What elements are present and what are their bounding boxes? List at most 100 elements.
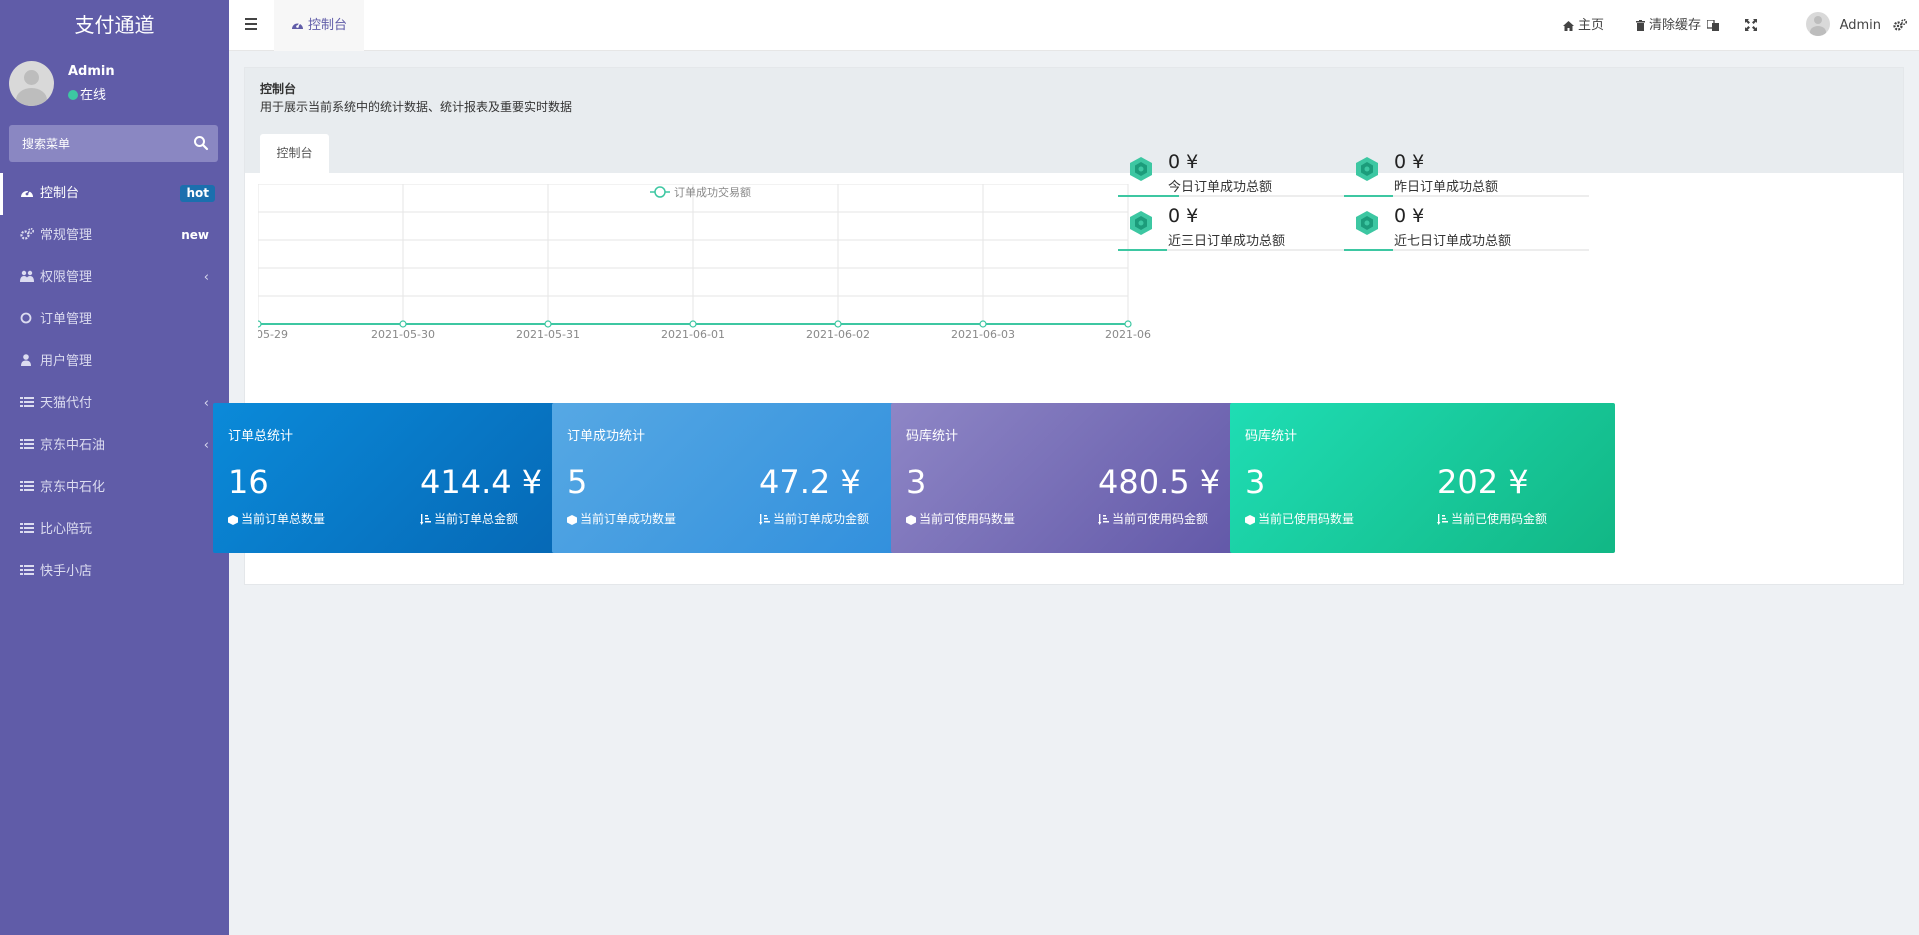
- sidebar-item-label: 权限管理: [40, 270, 93, 285]
- mini-stat-value: 0 ¥: [1168, 151, 1199, 173]
- page-description: 用于展示当前系统中的统计数据、统计报表及重要实时数据: [260, 100, 573, 114]
- sidebar-item-label: 订单管理: [40, 312, 93, 327]
- stat-card: 订单总统计 16 414.4 ¥ 当前订单总数量 当前订单总金额: [213, 403, 598, 553]
- nav-avatar: [1805, 12, 1830, 36]
- sidebar-item-label: 常规管理: [40, 228, 93, 243]
- list-icon: [20, 468, 34, 491]
- card-title: 码库统计: [1245, 429, 1298, 444]
- card-amount-label: 当前已使用码金额: [1437, 510, 1547, 527]
- sidebar-item[interactable]: 快手小店: [0, 551, 229, 593]
- sidebar-item[interactable]: 订单管理: [0, 299, 229, 341]
- nav-user-name: Admin: [1839, 18, 1881, 33]
- sidebar: 支付通道 Admin 在线 控制台 hot 常规管理 new 权限管理 ‹ 订单管理用户管理…: [0, 0, 229, 935]
- sidebar-item[interactable]: 天猫代付 ‹: [0, 383, 229, 425]
- sidebar-item[interactable]: 控制台 hot: [0, 173, 229, 215]
- card-amount: 480.5 ¥: [1098, 463, 1221, 501]
- cube-icon: [906, 515, 916, 525]
- card-count: 16: [228, 463, 269, 501]
- hexagon-icon: [1130, 211, 1152, 235]
- transaction-line-chart: 05-29 2021-05-30 2021-05-31 2021-06-01 2021-…: [258, 184, 1151, 341]
- sidebar-item[interactable]: 比心陪玩: [0, 509, 229, 551]
- user-panel: Admin 在线: [0, 51, 229, 117]
- sidebar-item-label: 控制台: [40, 186, 80, 201]
- stat-card: 码库统计 3 480.5 ¥ 当前可使用码数量 当前可使用码金额: [891, 403, 1276, 553]
- menu-toggle-icon[interactable]: [245, 18, 257, 32]
- x-tick-label: 2021-06-03: [951, 328, 1015, 341]
- mini-stat-value: 0 ¥: [1168, 205, 1199, 227]
- card-amount-label: 当前可使用码金额: [1098, 510, 1208, 527]
- data-point: [689, 320, 697, 328]
- cube-icon: [228, 515, 238, 525]
- menu-search: [9, 125, 218, 162]
- sidebar-item-label: 比心陪玩: [40, 522, 93, 537]
- chevron-left-icon: ‹: [203, 438, 209, 453]
- card-count: 5: [567, 463, 588, 501]
- data-point: [399, 320, 407, 328]
- card-title: 订单成功统计: [567, 429, 646, 444]
- data-point: [1124, 320, 1132, 328]
- mini-stat: 0 ¥ 近三日订单成功总额: [1118, 205, 1363, 259]
- home-icon: [1562, 21, 1574, 31]
- search-icon[interactable]: [193, 135, 209, 151]
- stat-card: 码库统计 3 202 ¥ 当前已使用码数量 当前已使用码金额: [1230, 403, 1615, 553]
- clear-cache-label: 清除缓存: [1648, 18, 1701, 33]
- mini-stat: 0 ¥ 近七日订单成功总额: [1344, 205, 1589, 259]
- progress-track: [1344, 249, 1589, 251]
- translate-button[interactable]: [1706, 0, 1721, 51]
- card-count-label: 当前订单成功数量: [567, 510, 676, 527]
- sidebar-item[interactable]: 权限管理 ‹: [0, 257, 229, 299]
- data-point: [834, 320, 842, 328]
- x-tick-label: 05-29: [258, 328, 288, 341]
- card-count-label: 当前订单总数量: [228, 510, 325, 527]
- sort-amount-icon: [1437, 514, 1448, 525]
- progress-bar: [1344, 195, 1393, 197]
- x-tick-label: 2021-05-31: [516, 328, 580, 341]
- card-title: 码库统计: [906, 429, 959, 444]
- tab-label: 控制台: [307, 18, 347, 33]
- sidebar-item[interactable]: 用户管理: [0, 341, 229, 383]
- home-label: 主页: [1577, 18, 1604, 33]
- data-point: [258, 320, 262, 328]
- x-tick-label: 2021-06-02: [806, 328, 870, 341]
- sidebar-item[interactable]: 常规管理 new: [0, 215, 229, 257]
- mini-stat-value: 0 ¥: [1394, 151, 1425, 173]
- dashboard-icon: [20, 174, 34, 197]
- mini-stat-label: 近三日订单成功总额: [1168, 234, 1286, 249]
- home-link[interactable]: 主页: [1562, 0, 1604, 51]
- user-icon: [20, 342, 34, 366]
- card-amount: 47.2 ¥: [759, 463, 861, 501]
- mini-stat: 0 ¥ 今日订单成功总额: [1118, 151, 1363, 205]
- tab-console[interactable]: 控制台: [260, 134, 329, 173]
- card-amount-label: 当前订单成功金额: [759, 510, 869, 527]
- sort-amount-icon: [759, 514, 770, 525]
- dashboard-icon: [291, 22, 303, 29]
- card-amount: 202 ¥: [1437, 463, 1529, 501]
- user-menu[interactable]: Admin: [1805, 0, 1881, 51]
- sidebar-item-label: 天猫代付: [40, 396, 93, 411]
- tab-dashboard[interactable]: 控制台: [274, 0, 364, 51]
- cube-icon: [1245, 515, 1255, 525]
- chevron-left-icon: ‹: [203, 270, 209, 285]
- card-count: 3: [1245, 463, 1266, 501]
- sidebar-item-label: 快手小店: [40, 564, 93, 579]
- clear-cache-button[interactable]: 清除缓存: [1635, 0, 1701, 51]
- mini-stat-label: 近七日订单成功总额: [1394, 234, 1512, 249]
- sidebar-item[interactable]: 京东中石化: [0, 467, 229, 509]
- sort-amount-icon: [420, 514, 431, 525]
- page-title: 控制台: [260, 82, 297, 96]
- card-count-label: 当前可使用码数量: [906, 510, 1015, 527]
- panel-header: 控制台 用于展示当前系统中的统计数据、统计报表及重要实时数据 控制台: [245, 68, 1903, 173]
- sidebar-item[interactable]: 京东中石油 ‹: [0, 425, 229, 467]
- menu-search-input[interactable]: [9, 125, 179, 162]
- mini-stat: 0 ¥ 昨日订单成功总额: [1344, 151, 1589, 205]
- card-count-label: 当前已使用码数量: [1245, 510, 1354, 527]
- progress-track: [1344, 195, 1589, 197]
- list-icon: [20, 384, 34, 407]
- settings-button[interactable]: [1893, 0, 1909, 51]
- data-point: [544, 320, 552, 328]
- app-logo[interactable]: 支付通道: [74, 13, 155, 37]
- x-tick-label: 2021-06-01: [661, 328, 725, 341]
- trash-icon: [1635, 20, 1645, 31]
- hexagon-icon: [1356, 211, 1378, 235]
- fullscreen-button[interactable]: [1745, 0, 1759, 51]
